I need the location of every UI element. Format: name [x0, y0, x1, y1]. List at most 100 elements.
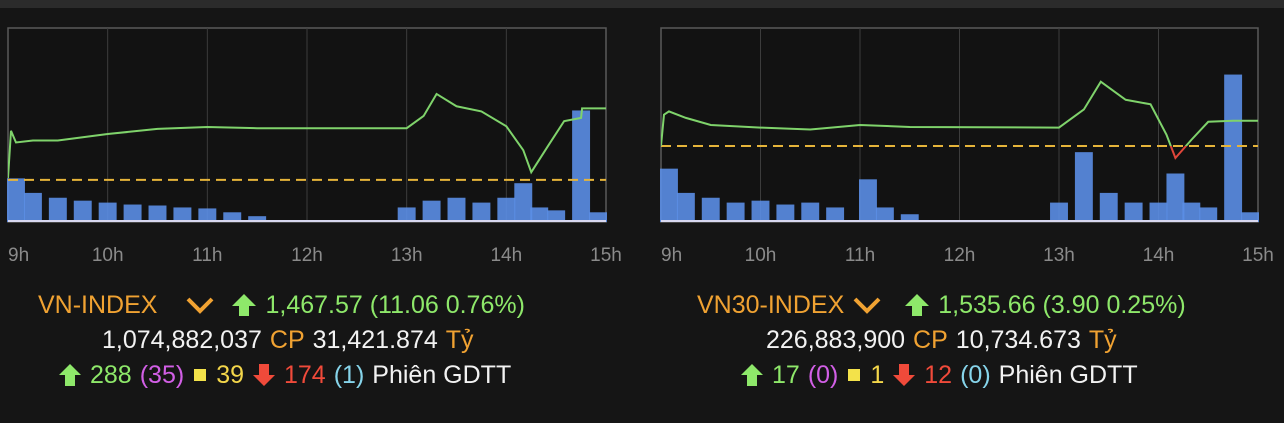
x-tick-label: 10h	[92, 245, 124, 266]
x-tick-label: 13h	[391, 245, 423, 266]
volume-bar	[123, 204, 142, 222]
x-tick-label: 9h	[661, 245, 682, 266]
volume-bar	[859, 179, 877, 222]
session: Phiên GDTT	[372, 360, 512, 389]
volume-bar	[1182, 202, 1201, 222]
volume-bar	[1224, 74, 1243, 222]
volume-bar	[726, 202, 745, 222]
floor: (0)	[960, 360, 991, 389]
volume-bar	[73, 200, 92, 222]
volume-bar	[801, 202, 820, 222]
x-tick-label: 15h	[1242, 245, 1274, 266]
volume-bar	[1241, 212, 1259, 222]
session: Phiên GDTT	[998, 360, 1138, 389]
volume-bar	[547, 210, 566, 222]
down-arrow	[253, 364, 275, 386]
volume-bar	[23, 192, 42, 222]
unchanged: 39	[216, 360, 244, 389]
volume-bar	[1050, 202, 1068, 222]
volume-bar	[397, 207, 416, 222]
up-arrow	[905, 294, 930, 316]
volume-bar	[98, 202, 117, 222]
volume-bar	[173, 207, 192, 222]
top-bar	[0, 0, 1284, 8]
declines: 174	[284, 360, 326, 389]
volume-bar	[447, 197, 466, 222]
advances: 17	[772, 360, 800, 389]
volume-bar	[660, 168, 678, 222]
volume-bar	[422, 200, 441, 222]
volume-bar	[1099, 192, 1118, 222]
volume-bar	[776, 204, 795, 222]
summary-row-2: 1,074,882,037 CP 31,421.874 Tỷ	[102, 325, 474, 355]
x-tick-label: 11h	[192, 245, 222, 266]
up-arrow	[741, 364, 763, 386]
volume-bar	[1199, 207, 1218, 222]
volume-bar	[572, 110, 591, 222]
chevron[interactable]	[185, 295, 215, 315]
volume-bar	[48, 197, 67, 222]
volume-bar	[1166, 173, 1185, 222]
up-arrow	[59, 364, 81, 386]
up-arrow	[232, 294, 257, 316]
volume-bar	[472, 202, 491, 222]
charts: 9h 10h 11h 12h 13h 14h 15h 9h 10h 11h 12h 13h 14h 15h	[7, 27, 1274, 266]
summary-row-1: VN-INDEX 1,467.57 (11.06 0.76%)	[38, 290, 525, 320]
value-unit: Tỷ	[1088, 325, 1117, 354]
unchanged: 1	[870, 360, 885, 389]
volume-bar	[1149, 202, 1168, 222]
price-change: 1,535.66 (3.90 0.25%)	[938, 290, 1186, 319]
volume-bar	[497, 197, 516, 222]
x-tick-label: 9h	[8, 245, 29, 266]
volume-bar	[826, 207, 845, 222]
volume-bar	[248, 216, 267, 222]
volume-bar	[198, 208, 217, 222]
volume-bar	[589, 212, 607, 222]
x-tick-label: 14h	[1143, 245, 1175, 266]
volume-bar	[223, 212, 242, 222]
index-line	[661, 80, 1258, 146]
unchanged-icon	[848, 369, 861, 381]
summary-row-3: 288 (35) 39 174 (1) Phiên GDTT	[58, 360, 511, 390]
x-tick-label: 11h	[845, 245, 875, 266]
x-tick-label: 12h	[291, 245, 323, 266]
x-tick-label: 13h	[1043, 245, 1075, 266]
volume-bar	[900, 214, 919, 222]
summary-row-3: 17 (0) 1 12 (0) Phiên GDTT	[740, 360, 1138, 390]
value: 10,734.673	[955, 325, 1081, 354]
volume-bar	[148, 205, 167, 222]
volume-bar	[1074, 152, 1093, 222]
declines: 12	[924, 360, 953, 389]
price-change: 1,467.57 (11.06 0.76%)	[265, 290, 525, 319]
floor: (1)	[333, 360, 365, 389]
chevron[interactable]	[852, 295, 882, 315]
advances: 288	[90, 360, 132, 389]
ceiling: (35)	[139, 360, 185, 389]
volume-bar	[875, 207, 894, 222]
volume-unit: CP	[913, 325, 948, 354]
volume-bar	[676, 192, 695, 222]
x-tick-label: 10h	[745, 245, 777, 266]
index-name: VN30-INDEX	[697, 290, 845, 319]
volume-bar	[7, 178, 25, 222]
volume: 226,883,900	[766, 325, 906, 354]
volume-unit: CP	[269, 325, 305, 354]
down-arrow	[893, 364, 916, 386]
volume-bar	[514, 183, 533, 222]
unchanged-icon	[194, 369, 207, 381]
volume-bar	[751, 200, 770, 222]
x-tick-label: 12h	[944, 245, 976, 266]
ceiling: (0)	[807, 360, 839, 389]
summary-row-1: VN30-INDEX 1,535.66 (3.90 0.25%)	[697, 290, 1186, 320]
volume: 1,074,882,037	[102, 325, 262, 354]
x-tick-label: 14h	[490, 245, 522, 266]
volume-bar	[530, 207, 549, 222]
volume-bar	[701, 197, 720, 222]
index-line	[8, 92, 606, 179]
volume-bar	[1124, 202, 1143, 222]
summary-row-2: 226,883,900 CP 10,734.673 Tỷ	[766, 325, 1117, 355]
value-unit: Tỷ	[445, 325, 474, 354]
value: 31,421.874	[312, 325, 438, 354]
x-tick-label: 15h	[590, 245, 622, 266]
